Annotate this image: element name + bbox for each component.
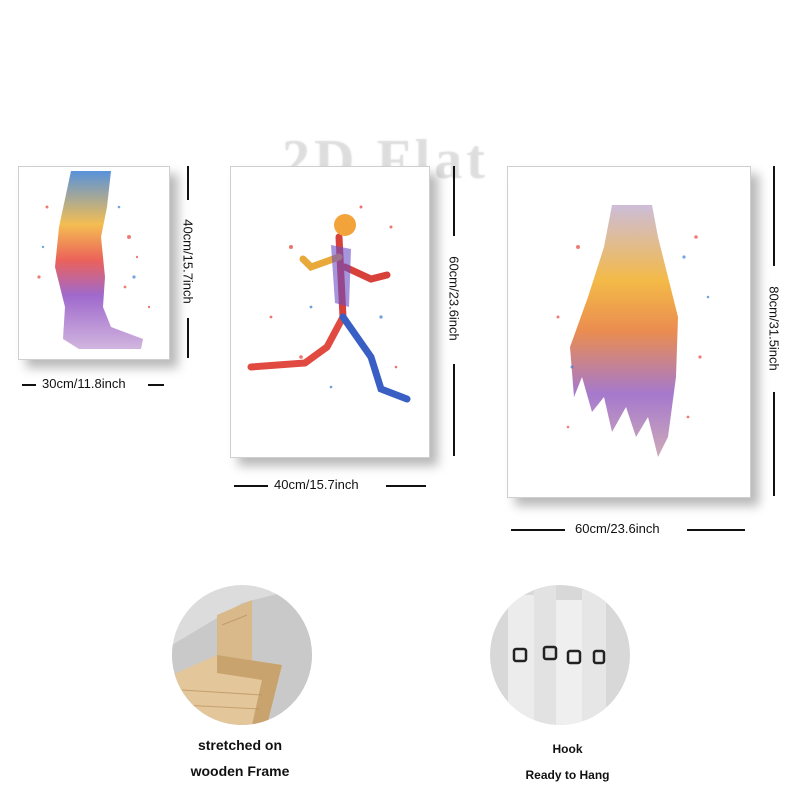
frame-caption-line-2: wooden Frame <box>190 763 290 779</box>
runner-illustration <box>247 205 411 403</box>
runner-height-label: 60cm/23.6inch <box>446 256 462 341</box>
leg-width-label: 30cm/11.8inch <box>42 376 126 391</box>
foot-height-label: 80cm/31.5inch <box>766 286 782 371</box>
runner-width-label: 40cm/15.7inch <box>274 477 359 492</box>
foot-illustration <box>556 205 710 457</box>
poster-runner <box>230 166 430 458</box>
leg-illustration <box>37 171 151 349</box>
foot-width-dimension: 60cm/23.6inch <box>507 521 749 537</box>
hook-caption-line-1: Hook <box>552 742 583 756</box>
hook-caption: Hook Ready to Hang <box>495 736 640 788</box>
leg-width-dimension: 30cm/11.8inch <box>18 376 168 392</box>
poster-leg <box>18 166 170 360</box>
wooden-frame-photo <box>172 585 312 725</box>
leg-height-label: 40cm/15.7inch <box>180 219 196 304</box>
frame-caption-line-1: stretched on <box>197 737 282 753</box>
leg-height-dimension: 40cm/15.7inch <box>180 166 196 358</box>
hook-photo <box>490 585 630 725</box>
runner-height-dimension: 60cm/23.6inch <box>446 166 462 456</box>
foot-height-dimension: 80cm/31.5inch <box>766 166 782 496</box>
foot-width-label: 60cm/23.6inch <box>575 521 660 536</box>
hook-caption-line-2: Ready to Hang <box>525 768 610 782</box>
runner-width-dimension: 40cm/15.7inch <box>230 477 428 493</box>
frame-caption: stretched on wooden Frame <box>165 732 315 784</box>
poster-foot <box>507 166 751 498</box>
